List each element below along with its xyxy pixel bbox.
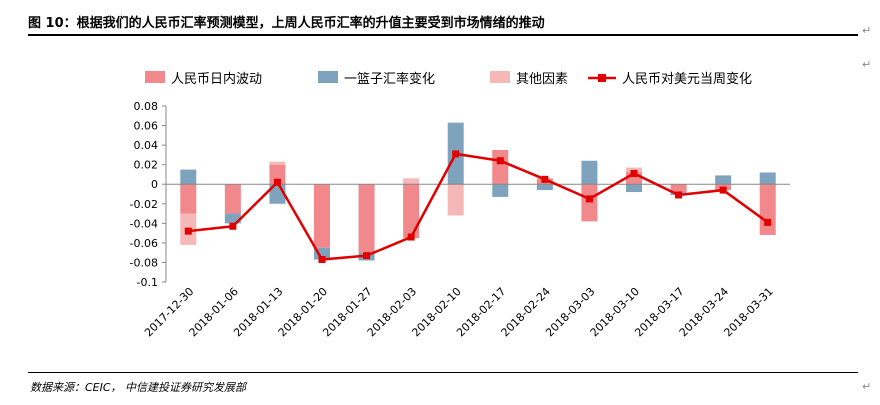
bar-basket bbox=[581, 160, 598, 185]
data-source: 数据来源：CEIC， 中信建投证券研究发展部 bbox=[30, 381, 247, 394]
paragraph-mark-icon: ↵ bbox=[862, 58, 872, 71]
bar-basket bbox=[224, 213, 241, 224]
bar-intraday bbox=[358, 184, 375, 253]
line-point bbox=[363, 252, 371, 260]
bar-basket bbox=[626, 184, 642, 193]
bar-intraday bbox=[670, 184, 687, 193]
line-point bbox=[318, 256, 326, 264]
bar-intraday bbox=[759, 184, 776, 236]
bar-intraday bbox=[581, 184, 598, 222]
line-point bbox=[719, 186, 727, 194]
y-tick-label: 0 bbox=[151, 178, 158, 191]
bar-intraday bbox=[314, 184, 330, 248]
line-point bbox=[184, 227, 192, 235]
y-tick-label: -0.08 bbox=[130, 256, 158, 269]
bar-intraday bbox=[626, 172, 642, 185]
bar-basket bbox=[492, 184, 509, 197]
bar-other bbox=[403, 178, 420, 185]
line-point bbox=[585, 195, 593, 203]
bar-intraday bbox=[403, 184, 420, 238]
bar-intraday bbox=[224, 184, 241, 214]
bar-basket bbox=[536, 184, 553, 191]
figure-title: 图 10：根据我们的人民币汇率预测模型，上周人民币汇率的升值主要受到市场情绪的推… bbox=[28, 16, 545, 31]
line-point bbox=[229, 222, 237, 230]
paragraph-mark-icon: ↵ bbox=[862, 380, 872, 393]
legend-label: 人民币日内波动 bbox=[171, 71, 262, 87]
y-tick-label: -0.04 bbox=[130, 217, 158, 230]
bar-other bbox=[447, 184, 464, 216]
line-point bbox=[675, 191, 683, 199]
y-tick-label: 0.06 bbox=[134, 120, 159, 133]
bar-basket bbox=[180, 169, 197, 185]
legend-swatch-basket bbox=[318, 71, 338, 83]
legend-label: 一篮子汇率变化 bbox=[344, 71, 435, 87]
line-point bbox=[496, 157, 504, 165]
line-point bbox=[541, 175, 549, 183]
line-point bbox=[273, 178, 281, 186]
y-tick-label: -0.02 bbox=[130, 198, 158, 211]
line-point bbox=[630, 169, 638, 177]
title-rule bbox=[28, 34, 858, 36]
paragraph-mark-icon: ↵ bbox=[862, 24, 872, 37]
bar-intraday bbox=[180, 184, 197, 214]
bar-other bbox=[269, 161, 286, 165]
legend-label: 其他因素 bbox=[516, 72, 568, 87]
line-point bbox=[764, 218, 772, 226]
y-tick-label: 0.02 bbox=[134, 159, 159, 172]
legend-label: 人民币对美元当周变化 bbox=[622, 71, 752, 87]
line-weekly-change bbox=[188, 152, 769, 261]
bar-basket bbox=[759, 172, 776, 185]
line-point bbox=[407, 233, 415, 241]
y-tick-label: -0.1 bbox=[137, 276, 158, 289]
legend-marker-weekly bbox=[598, 74, 606, 82]
bar-basket bbox=[715, 175, 732, 185]
chart: 0.08 0.06 0.04 0.02 0 -0.02 -0.04 -0.06 -0.08 -0.… bbox=[130, 71, 790, 339]
source-rule bbox=[28, 372, 858, 373]
bar-intraday bbox=[269, 164, 286, 185]
legend-swatch-intraday bbox=[145, 71, 165, 83]
y-tick-label: 0.04 bbox=[134, 139, 159, 152]
bar-basket bbox=[314, 247, 330, 260]
legend-swatch-other bbox=[490, 71, 510, 83]
y-tick-label: 0.08 bbox=[134, 100, 159, 113]
y-tick-label: -0.06 bbox=[130, 237, 158, 250]
line-point bbox=[452, 150, 460, 158]
bar-intraday bbox=[492, 150, 509, 185]
